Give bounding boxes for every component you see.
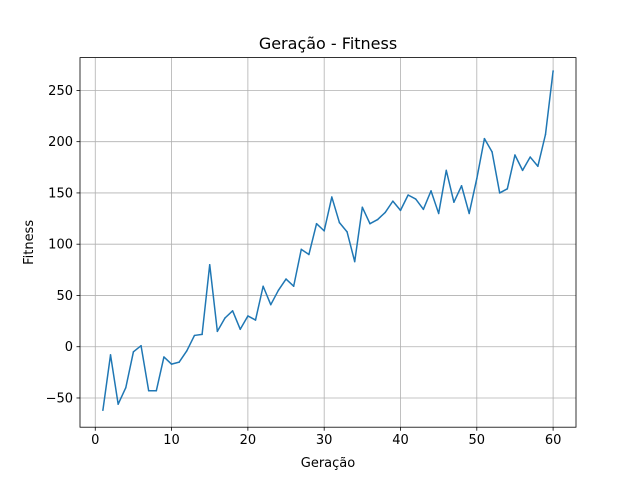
x-tick-label: 10 bbox=[163, 433, 180, 448]
y-tick-label: 150 bbox=[48, 186, 73, 201]
x-tick-label: 60 bbox=[545, 433, 562, 448]
data-point bbox=[514, 154, 516, 156]
data-point bbox=[392, 200, 394, 202]
data-point bbox=[460, 185, 463, 187]
data-point bbox=[430, 190, 432, 192]
axis-ticks: 0 10 20 30 40 50 60 −50 0 50 100 150 200 250 bbox=[46, 84, 562, 448]
data-point bbox=[140, 344, 142, 347]
y-tick-label: 250 bbox=[48, 84, 73, 99]
grid bbox=[80, 57, 576, 428]
data-point bbox=[155, 390, 158, 392]
x-tick-label: 20 bbox=[240, 433, 257, 448]
data-point bbox=[193, 334, 196, 337]
plot-frame bbox=[79, 57, 577, 428]
data-point bbox=[529, 156, 531, 158]
data-point bbox=[498, 192, 501, 194]
x-tick-label: 30 bbox=[316, 433, 333, 448]
data-point bbox=[552, 70, 554, 72]
data-point bbox=[407, 194, 409, 196]
data-point bbox=[216, 330, 219, 333]
data-point bbox=[544, 133, 547, 136]
y-tick-label: 50 bbox=[56, 289, 73, 304]
fitness-series-line bbox=[102, 70, 554, 411]
data-point bbox=[262, 285, 264, 287]
data-point bbox=[445, 169, 448, 172]
data-point bbox=[521, 169, 524, 172]
data-point bbox=[399, 209, 402, 212]
data-point bbox=[201, 333, 203, 336]
x-axis-label: Geração bbox=[301, 456, 355, 471]
data-point bbox=[308, 253, 310, 256]
y-tick-label: 200 bbox=[48, 135, 73, 150]
y-tick-label: 100 bbox=[48, 238, 73, 253]
data-point bbox=[483, 137, 486, 140]
data-point bbox=[323, 230, 325, 232]
data-point bbox=[254, 319, 257, 321]
data-point bbox=[346, 231, 348, 233]
series-points bbox=[102, 70, 554, 412]
data-point bbox=[292, 285, 295, 287]
data-point bbox=[476, 177, 478, 180]
data-point bbox=[239, 328, 241, 331]
data-point bbox=[506, 188, 509, 190]
data-point bbox=[376, 218, 379, 221]
data-point bbox=[147, 390, 150, 392]
y-tick-label: 0 bbox=[65, 340, 73, 355]
y-tick-label: −50 bbox=[46, 391, 73, 406]
chart-title: Geração - Fitness bbox=[259, 34, 397, 53]
data-point bbox=[315, 222, 318, 225]
data-point bbox=[384, 211, 386, 214]
data-point bbox=[453, 201, 455, 203]
data-point bbox=[338, 221, 341, 224]
data-point bbox=[132, 351, 135, 353]
data-point bbox=[231, 310, 234, 312]
data-point bbox=[369, 222, 371, 225]
data-point bbox=[331, 196, 333, 198]
data-point bbox=[277, 289, 280, 292]
y-axis-label: Fitness bbox=[22, 220, 37, 265]
data-point bbox=[163, 356, 165, 358]
data-point bbox=[537, 165, 539, 168]
series-layer bbox=[102, 70, 554, 412]
data-point bbox=[170, 363, 173, 365]
data-point bbox=[353, 260, 356, 263]
data-point bbox=[102, 409, 104, 412]
data-point bbox=[224, 317, 226, 319]
data-point bbox=[178, 361, 180, 363]
data-point bbox=[285, 278, 287, 280]
data-point bbox=[125, 386, 127, 389]
data-point bbox=[415, 198, 417, 200]
data-point bbox=[422, 208, 425, 211]
x-tick-label: 0 bbox=[91, 433, 99, 448]
x-tick-label: 50 bbox=[469, 433, 486, 448]
data-point bbox=[300, 248, 303, 251]
data-point bbox=[468, 212, 470, 215]
data-point bbox=[186, 350, 188, 352]
data-point bbox=[117, 403, 119, 405]
data-point bbox=[491, 151, 493, 153]
data-point bbox=[208, 263, 211, 266]
data-point bbox=[361, 206, 364, 209]
data-point bbox=[437, 212, 440, 215]
data-point bbox=[270, 303, 272, 306]
data-point bbox=[109, 354, 112, 356]
data-point bbox=[247, 315, 249, 317]
x-tick-label: 40 bbox=[392, 433, 409, 448]
